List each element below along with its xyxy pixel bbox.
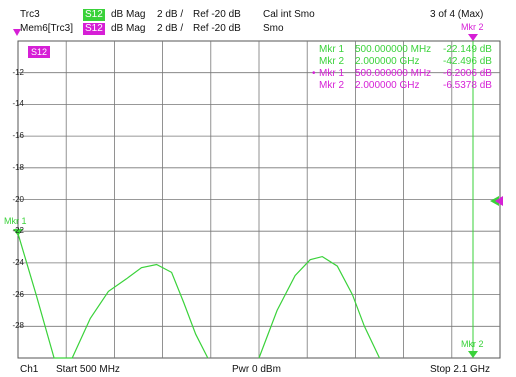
y-tick-label: -28: [12, 321, 24, 331]
trace-format-2: dB Mag: [111, 23, 146, 34]
power-level[interactable]: Pwr 0 dBm: [232, 364, 281, 375]
marker-value: -6.5378 dB: [443, 80, 492, 91]
marker-row[interactable]: Mkr 1 500.000000 MHz -22.149 dB: [310, 44, 500, 56]
trace-format-1: dB Mag: [111, 9, 146, 20]
stop-frequency[interactable]: Stop 2.1 GHz: [430, 364, 491, 375]
marker-1-triangle[interactable]: [13, 229, 23, 236]
marker-2-bottom-label: Mkr 2: [461, 339, 484, 349]
trace-name-1: Trc3: [20, 9, 40, 20]
marker-row[interactable]: • Mkr 1 500.000000 MHz -6.2006 dB: [310, 68, 500, 80]
ref-marker-right-mag[interactable]: [495, 196, 503, 206]
marker-table: Mkr 1 500.000000 MHz -22.149 dB Mkr 2 2.…: [310, 44, 500, 92]
trace-name-2: Mem6[Trc3]: [20, 23, 73, 34]
trace-count: 3 of 4 (Max): [430, 9, 484, 20]
y-tick-label: -18: [12, 162, 24, 172]
y-tick-label: -12: [12, 67, 24, 77]
marker-freq: 2.000000 GHz: [355, 56, 420, 67]
channel-label[interactable]: Ch1: [20, 364, 39, 375]
marker-freq: 500.000000 MHz: [355, 44, 432, 55]
trace-ref-1: Ref -20 dB: [193, 9, 241, 20]
trace-ref-2: Ref -20 dB: [193, 23, 241, 34]
marker-2-bottom-triangle[interactable]: [468, 351, 478, 358]
marker-freq: 2.000000 GHz: [355, 80, 420, 91]
marker-2-top-triangle[interactable]: [468, 34, 478, 41]
trace-segment-1: [17, 233, 209, 359]
ref-marker-right[interactable]: [490, 196, 499, 206]
marker-row[interactable]: Mkr 2 2.000000 GHz -42.496 dB: [310, 56, 500, 68]
trace-start-marker[interactable]: [13, 29, 21, 36]
marker-value: -6.2006 dB: [443, 68, 492, 79]
marker-name: Mkr 1: [319, 68, 344, 79]
trace-curves: [17, 233, 381, 359]
marker-value: -42.496 dB: [443, 56, 492, 67]
marker-value: -22.149 dB: [443, 44, 492, 55]
marker-row[interactable]: Mkr 2 2.000000 GHz -6.5378 dB: [310, 80, 500, 92]
marker-name: Mkr 1: [319, 44, 344, 55]
y-tick-label: -26: [12, 289, 24, 299]
y-tick-label: -16: [12, 131, 24, 141]
start-frequency[interactable]: Start 500 MHz: [56, 364, 120, 375]
trace-scale-1: 2 dB /: [157, 9, 184, 20]
y-tick-label: -20: [12, 194, 24, 204]
trace-param-badge-2[interactable]: S12: [83, 23, 105, 35]
marker-1-left-label: Mkr 1: [4, 216, 27, 226]
trace-param-badge-1[interactable]: S12: [83, 9, 105, 21]
marker-name: Mkr 2: [319, 80, 344, 91]
trace-extra-2: Smo: [263, 23, 284, 34]
trace-scale-2: 2 dB /: [157, 23, 184, 34]
trace-segment-2: [258, 255, 381, 359]
y-tick-label: -14: [12, 99, 24, 109]
trace-extra-1: Cal int Smo: [263, 9, 315, 20]
channel-footer: Ch1 Start 500 MHz Pwr 0 dBm Stop 2.1 GHz: [0, 364, 516, 376]
marker-2-top-label: Mkr 2: [461, 22, 484, 32]
active-trace-label[interactable]: S12: [28, 46, 50, 58]
y-tick-label: -24: [12, 257, 24, 267]
plot-grid: [17, 40, 501, 359]
active-marker-indicator: •: [312, 68, 316, 79]
marker-freq: 500.000000 MHz: [355, 68, 432, 79]
marker-name: Mkr 2: [319, 56, 344, 67]
y-tick-label: -22: [12, 226, 24, 236]
